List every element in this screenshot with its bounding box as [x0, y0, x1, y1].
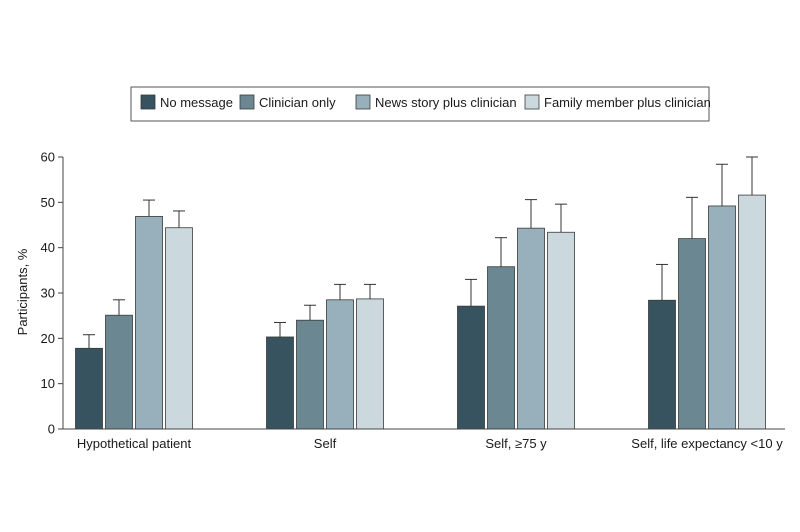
bar [75, 347, 103, 430]
y-tick-label: 10 [41, 376, 55, 391]
legend-swatch [355, 94, 371, 110]
bar [517, 227, 545, 430]
x-tick-label: Self [314, 436, 337, 451]
legend-label: Family member plus clinician [544, 95, 711, 110]
bar [547, 231, 575, 430]
x-axis-labels: Hypothetical patient Self Self, ≥75 y Self,… [77, 436, 783, 451]
legend-label: Clinician only [259, 95, 336, 110]
bar [105, 314, 133, 430]
legend: No message Clinician only News story plus … [130, 86, 711, 122]
bars [75, 194, 766, 430]
legend-label: No message [160, 95, 233, 110]
bar [487, 266, 515, 430]
y-tick-label: 20 [41, 331, 55, 346]
bar [648, 299, 676, 430]
legend-label: News story plus clinician [375, 95, 517, 110]
bar [356, 298, 384, 430]
y-tick-label: 60 [41, 150, 55, 165]
y-axis: 0 10 20 30 40 50 60 [41, 150, 63, 437]
y-tick-label: 30 [41, 286, 55, 301]
bar [135, 215, 163, 430]
x-tick-label: Self, life expectancy <10 y [631, 436, 783, 451]
bar [708, 205, 736, 430]
bar [266, 336, 294, 430]
bar [165, 227, 193, 430]
legend-swatch [140, 94, 156, 110]
x-tick-label: Hypothetical patient [77, 436, 192, 451]
y-tick-label: 50 [41, 195, 55, 210]
bar [457, 305, 485, 430]
bar [296, 319, 324, 430]
y-tick-label: 0 [48, 422, 55, 437]
y-axis-title: Participants, % [15, 248, 30, 335]
bar [678, 238, 706, 430]
y-tick-label: 40 [41, 240, 55, 255]
legend-swatch [239, 94, 255, 110]
bar [326, 299, 354, 430]
legend-swatch [524, 94, 540, 110]
legend-box [130, 86, 710, 122]
bar [738, 194, 766, 430]
x-tick-label: Self, ≥75 y [485, 436, 547, 451]
